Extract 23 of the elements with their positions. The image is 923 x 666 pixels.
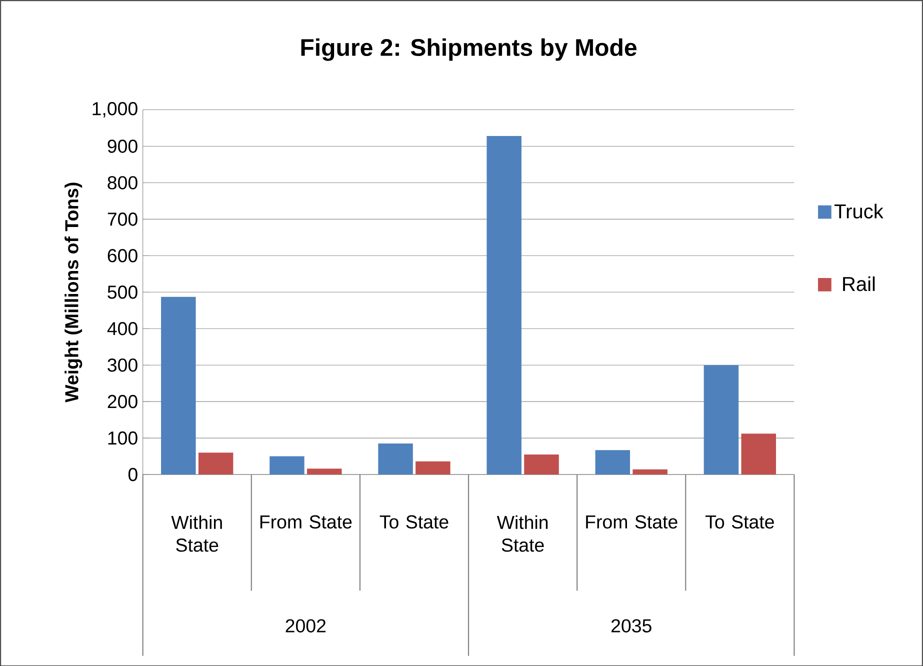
y-tick-label: 600 xyxy=(108,248,138,262)
text: 2035 xyxy=(612,618,652,632)
y-tick-label: 200 xyxy=(108,394,138,408)
y-axis-title: Weight (Millions of Tons) xyxy=(64,182,82,402)
y-tick-label: 100 xyxy=(108,431,138,444)
x-tick-label: To State xyxy=(380,515,448,528)
y-tick-label: 1,000 xyxy=(92,102,138,118)
y-tick-label: 400 xyxy=(107,322,138,336)
y-tick-label: 300 xyxy=(108,358,138,372)
x-tick-label: Within State xyxy=(496,515,548,552)
y-tick-label: 500 xyxy=(108,285,138,299)
y-tick-label: 900 xyxy=(108,139,138,153)
y-tick-label: 800 xyxy=(108,176,138,190)
text: 2002 xyxy=(286,618,326,632)
chart-title: Figure 2: Shipments by Mode xyxy=(301,38,636,61)
x-tick-label: To State xyxy=(706,515,774,528)
legend-label: Truck xyxy=(834,204,884,218)
x-tick-label: From State xyxy=(260,515,352,528)
y-tick-label: 0 xyxy=(128,468,138,481)
y-tick-label: 700 xyxy=(108,212,138,226)
x-tick-label: Within State xyxy=(171,515,222,552)
x-tick-label: From State xyxy=(586,515,678,528)
legend-label: Rail xyxy=(843,276,875,291)
